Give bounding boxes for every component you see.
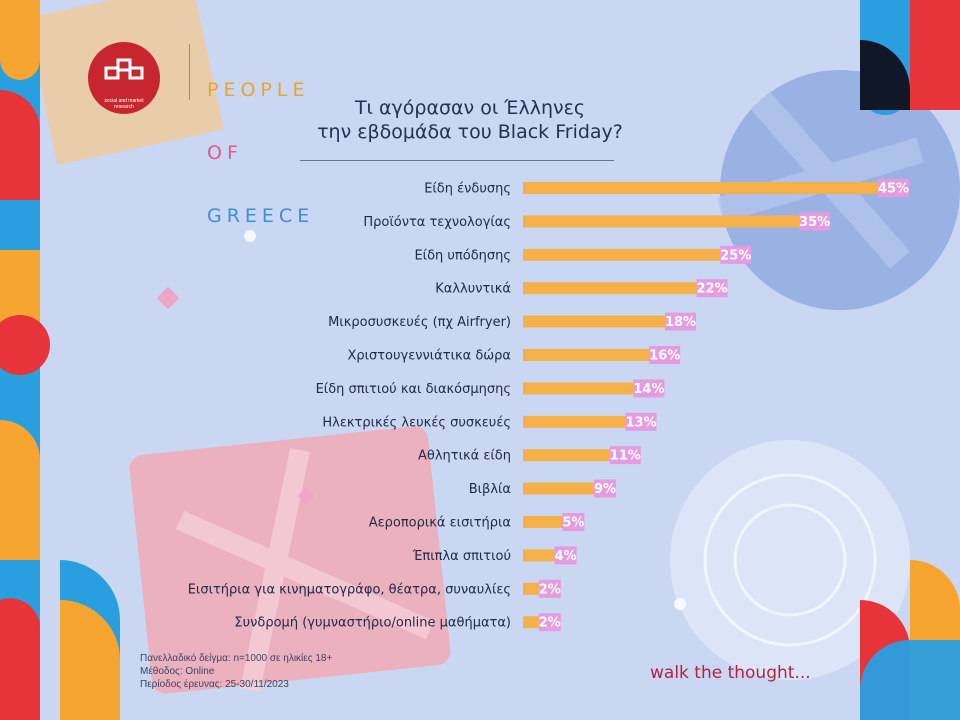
- value-label-background: [538, 613, 561, 632]
- chart-title-line1: Τι αγόρασαν οι Έλληνες: [354, 97, 586, 119]
- title-divider: [300, 160, 614, 161]
- footnote: Πανελλαδικό δείγμα: n=1000 σε ηλικίες 18…: [140, 652, 332, 691]
- value-label: 22%: [696, 282, 727, 297]
- bar: [523, 382, 634, 395]
- value-label: 35%: [799, 215, 830, 230]
- bar: [523, 616, 539, 629]
- value-label-background: [649, 346, 681, 364]
- bar: [523, 215, 800, 228]
- bar: [523, 349, 650, 361]
- category-label: Είδη σπιτιού και διακόσμησης: [316, 382, 511, 397]
- value-label-background: [538, 579, 561, 598]
- value-label-background: [594, 479, 616, 498]
- category-label: Βιβλία: [469, 482, 511, 497]
- value-label-background: [554, 546, 577, 565]
- bar: [523, 582, 539, 595]
- footnote-sample: Πανελλαδικό δείγμα: n=1000 σε ηλικίες 18…: [140, 653, 333, 664]
- value-label-background: [633, 379, 665, 398]
- bar: [523, 516, 563, 528]
- chart-title-line2: την εβδομάδα του Black Friday?: [317, 121, 623, 143]
- value-label: 18%: [665, 315, 696, 330]
- logo-mark-icon: [104, 58, 144, 80]
- value-label-background: [562, 513, 585, 531]
- footnote-method: Μέθοδος: Online: [140, 666, 215, 677]
- logo-subtext: social and market research: [104, 98, 144, 110]
- category-label: Συνδρομή (γυμναστήριο/online μαθήματα): [234, 616, 511, 631]
- bar: [523, 248, 721, 261]
- bar: [523, 415, 626, 428]
- category-label: Είδη υπόδησης: [414, 248, 511, 263]
- value-label: 25%: [720, 248, 751, 263]
- category-label: Προϊόντα τεχνολογίας: [363, 215, 511, 230]
- company-logo: [88, 42, 160, 114]
- bar: [523, 549, 555, 562]
- category-label: Είδη ένδυσης: [424, 182, 511, 197]
- value-label: 14%: [633, 382, 664, 397]
- bar: [523, 315, 665, 328]
- value-label-background: [696, 279, 728, 298]
- value-label-background: [609, 446, 641, 465]
- value-label: 11%: [610, 449, 641, 464]
- bar: [523, 282, 697, 295]
- tagline: walk the thought...: [650, 663, 811, 683]
- chart-title: Τι αγόρασαν οι Έλληνες την εβδομάδα του …: [230, 96, 710, 144]
- value-label-background: [720, 245, 752, 264]
- category-label: Αεροπορικά εισιτήρια: [369, 516, 511, 531]
- brand-separator: [189, 44, 190, 100]
- bar: [523, 482, 594, 495]
- brand-name: PEOPLE OF GREECE: [207, 38, 314, 248]
- category-label: Εισιτήρια για κινηματογράφο, θέατρα, συν…: [188, 582, 511, 597]
- bar: [523, 449, 610, 462]
- value-label: 9%: [594, 482, 616, 497]
- brand-name-line1: PEOPLE: [207, 79, 310, 101]
- category-label: Ηλεκτρικές λευκές συσκευές: [322, 415, 511, 430]
- category-label: Χριστουγεννιάτικα δώρα: [347, 349, 511, 364]
- bar: [523, 182, 878, 194]
- category-label: Καλλυντικά: [435, 282, 511, 297]
- brand-name-line2: OF: [207, 142, 243, 164]
- footnote-period: Περίοδος έρευνας: 25-30/11/2023: [140, 679, 289, 690]
- value-label: 5%: [562, 516, 584, 531]
- category-label: Αθλητικά είδη: [418, 449, 511, 464]
- value-label-background: [799, 212, 831, 231]
- value-label-background: [878, 179, 909, 197]
- category-label: Έπιπλα σπιτιού: [412, 549, 511, 564]
- value-label: 16%: [649, 349, 680, 364]
- brand-name-line3: GREECE: [207, 205, 315, 227]
- value-label-background: [625, 412, 657, 431]
- value-label: 4%: [555, 549, 577, 564]
- value-label-background: [665, 312, 696, 331]
- value-label: 13%: [625, 415, 656, 430]
- value-label: 2%: [539, 616, 561, 631]
- value-label: 45%: [878, 182, 909, 197]
- category-label: Μικροσυσκευές (πχ Airfryer): [328, 315, 511, 330]
- value-label: 2%: [539, 582, 561, 597]
